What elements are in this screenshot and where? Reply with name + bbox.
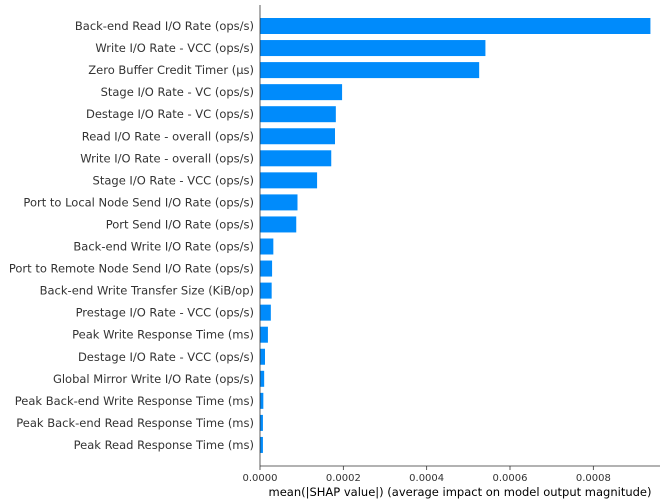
x-tick-label: 0.0008: [576, 473, 611, 484]
category-label: Global Mirror Write I/O Rate (ops/s): [53, 372, 254, 386]
category-label: Peak Read Response Time (ms): [74, 438, 254, 452]
category-label: Stage I/O Rate - VC (ops/s): [101, 85, 254, 99]
x-ticks-group: 0.0000 0.0002 0.0004 0.0006 0.0008: [243, 466, 611, 484]
x-tick-label: 0.0002: [326, 473, 361, 484]
category-label: Port Send I/O Rate (ops/s): [106, 217, 254, 231]
category-label: Peak Back-end Write Response Time (ms): [15, 394, 254, 408]
bar: [260, 414, 263, 431]
bar: [260, 282, 272, 299]
bar: [260, 40, 486, 57]
bar: [260, 62, 480, 79]
category-label: Peak Back-end Read Response Time (ms): [16, 416, 254, 430]
category-label: Destage I/O Rate - VCC (ops/s): [78, 350, 254, 364]
category-label: Back-end Read I/O Rate (ops/s): [75, 19, 254, 33]
category-label: Prestage I/O Rate - VCC (ops/s): [76, 306, 254, 320]
category-label: Stage I/O Rate - VCC (ops/s): [93, 173, 254, 187]
bar: [260, 172, 318, 189]
bar: [260, 260, 273, 277]
category-label: Destage I/O Rate - VC (ops/s): [86, 107, 254, 121]
bar: [260, 216, 297, 233]
category-label: Peak Write Response Time (ms): [72, 328, 254, 342]
bar: [260, 304, 271, 321]
x-tick-label: 0.0006: [493, 473, 528, 484]
category-label: Write I/O Rate - VCC (ops/s): [95, 41, 254, 55]
bar: [260, 18, 651, 34]
x-tick-label: 0.0004: [409, 473, 444, 484]
bar: [260, 194, 298, 211]
bars-group: [260, 18, 651, 453]
category-labels: Back-end Read I/O Rate (ops/s) Write I/O …: [9, 19, 254, 452]
bar: [260, 238, 274, 255]
bar: [260, 370, 265, 387]
category-label: Back-end Write I/O Rate (ops/s): [73, 240, 254, 254]
bar: [260, 436, 263, 453]
bar: [260, 392, 264, 409]
bar: [260, 84, 343, 101]
category-label: Back-end Write Transfer Size (KiB/op): [40, 284, 254, 298]
category-label: Zero Buffer Credit Timer (µs): [88, 63, 254, 77]
bar: [260, 128, 335, 145]
category-label: Port to Local Node Send I/O Rate (ops/s): [23, 195, 254, 209]
category-label: Port to Remote Node Send I/O Rate (ops/s…: [9, 262, 254, 276]
bar: [260, 326, 268, 343]
bar: [260, 106, 336, 123]
category-label: Write I/O Rate - overall (ops/s): [80, 151, 254, 165]
x-axis-title: mean(|SHAP value|) (average impact on mo…: [269, 485, 652, 499]
category-label: Read I/O Rate - overall (ops/s): [82, 129, 254, 143]
bar: [260, 150, 332, 167]
bar: [260, 348, 265, 365]
x-tick-label: 0.0000: [243, 473, 278, 484]
